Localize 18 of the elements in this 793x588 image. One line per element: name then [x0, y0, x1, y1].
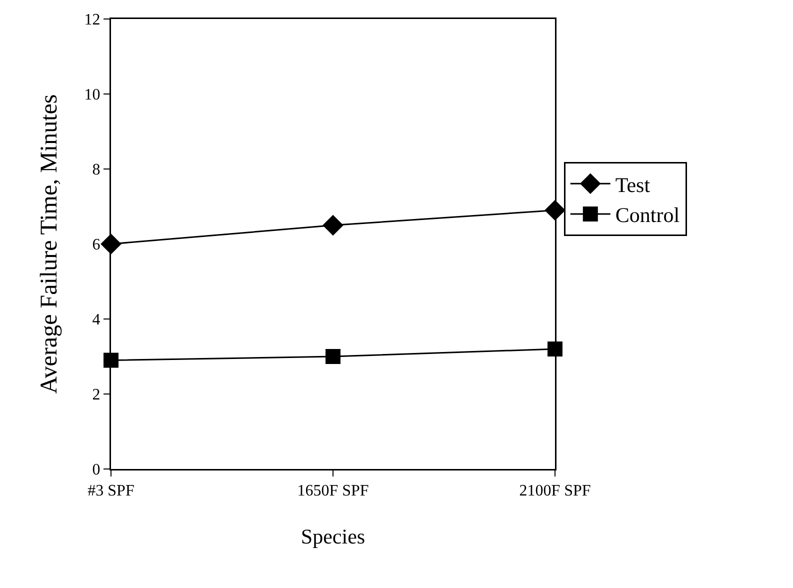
- point: [326, 349, 340, 364]
- y-tick-label: 8: [92, 162, 100, 179]
- y-tick-label: 0: [92, 462, 100, 479]
- point: [104, 352, 118, 368]
- legend-label: Test: [615, 172, 650, 197]
- x-tick-label: 2100F SPF: [519, 482, 591, 500]
- x-tick-label: #3 SPF: [88, 482, 134, 500]
- legend-label: Control: [615, 203, 680, 228]
- x-axis-title: Species: [300, 524, 366, 549]
- point: [548, 342, 562, 356]
- point: [322, 214, 344, 236]
- y-tick-label: 10: [84, 86, 100, 104]
- y-tick-label: 12: [84, 12, 100, 29]
- x-tick-label: 1650F SPF: [297, 482, 369, 500]
- y-tick-label: 4: [92, 312, 100, 329]
- y-tick-label: 6: [92, 236, 100, 254]
- y-axis-title: Average Failure Time, Minutes: [36, 94, 63, 394]
- y-tick-label: 2: [92, 386, 100, 404]
